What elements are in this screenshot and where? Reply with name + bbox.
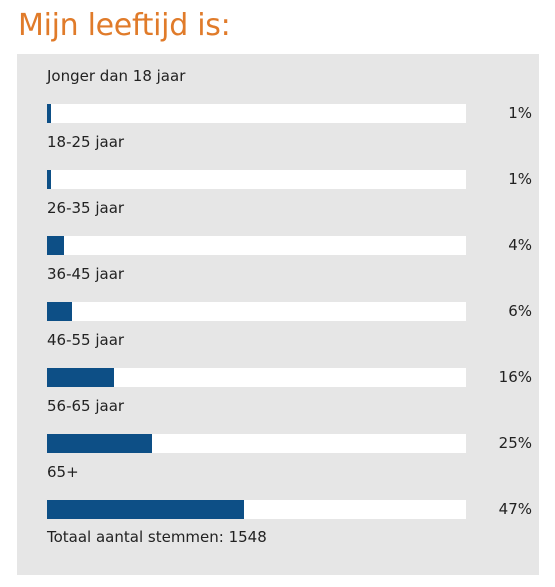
result-bar-fill bbox=[47, 104, 52, 123]
result-bar-fill bbox=[47, 434, 152, 453]
poll-option: Jonger dan 18 jaar 1% bbox=[47, 66, 532, 123]
result-bar-track bbox=[47, 170, 466, 189]
option-percent: 6% bbox=[508, 302, 532, 320]
option-percent: 4% bbox=[508, 236, 532, 254]
option-label: 65+ bbox=[47, 463, 79, 481]
option-label: 56-65 jaar bbox=[47, 397, 125, 415]
poll-option: 46-55 jaar 16% bbox=[47, 330, 532, 387]
poll-option: 36-45 jaar 6% bbox=[47, 264, 532, 321]
option-percent: 1% bbox=[508, 170, 532, 188]
result-bar-fill bbox=[47, 236, 64, 255]
option-percent: 1% bbox=[508, 104, 532, 122]
result-bar-track bbox=[47, 104, 466, 123]
poll-results-panel: Jonger dan 18 jaar 1% 18-25 jaar 1% 26-3… bbox=[17, 54, 539, 575]
option-label: 36-45 jaar bbox=[47, 265, 125, 283]
poll-option: 65+ 47% bbox=[47, 462, 532, 519]
result-bar-fill bbox=[47, 500, 244, 519]
option-label: Jonger dan 18 jaar bbox=[47, 67, 186, 85]
option-percent: 16% bbox=[498, 368, 532, 386]
result-bar-fill bbox=[47, 302, 73, 321]
poll-option: 56-65 jaar 25% bbox=[47, 396, 532, 453]
result-bar-track bbox=[47, 434, 466, 453]
result-bar-fill bbox=[47, 368, 115, 387]
option-label: 46-55 jaar bbox=[47, 331, 125, 349]
result-bar-track bbox=[47, 302, 466, 321]
result-bar-track bbox=[47, 368, 466, 387]
result-bar-track bbox=[47, 500, 466, 519]
option-percent: 25% bbox=[498, 434, 532, 452]
poll-option: 18-25 jaar 1% bbox=[47, 132, 532, 189]
result-bar-fill bbox=[47, 170, 52, 189]
option-percent: 47% bbox=[498, 500, 532, 518]
option-label: 18-25 jaar bbox=[47, 133, 125, 151]
result-bar-track bbox=[47, 236, 466, 255]
poll-title: Mijn leeftijd is: bbox=[18, 8, 231, 43]
option-label: 26-35 jaar bbox=[47, 199, 125, 217]
poll-option: 26-35 jaar 4% bbox=[47, 198, 532, 255]
total-votes: Totaal aantal stemmen: 1548 bbox=[47, 528, 267, 546]
